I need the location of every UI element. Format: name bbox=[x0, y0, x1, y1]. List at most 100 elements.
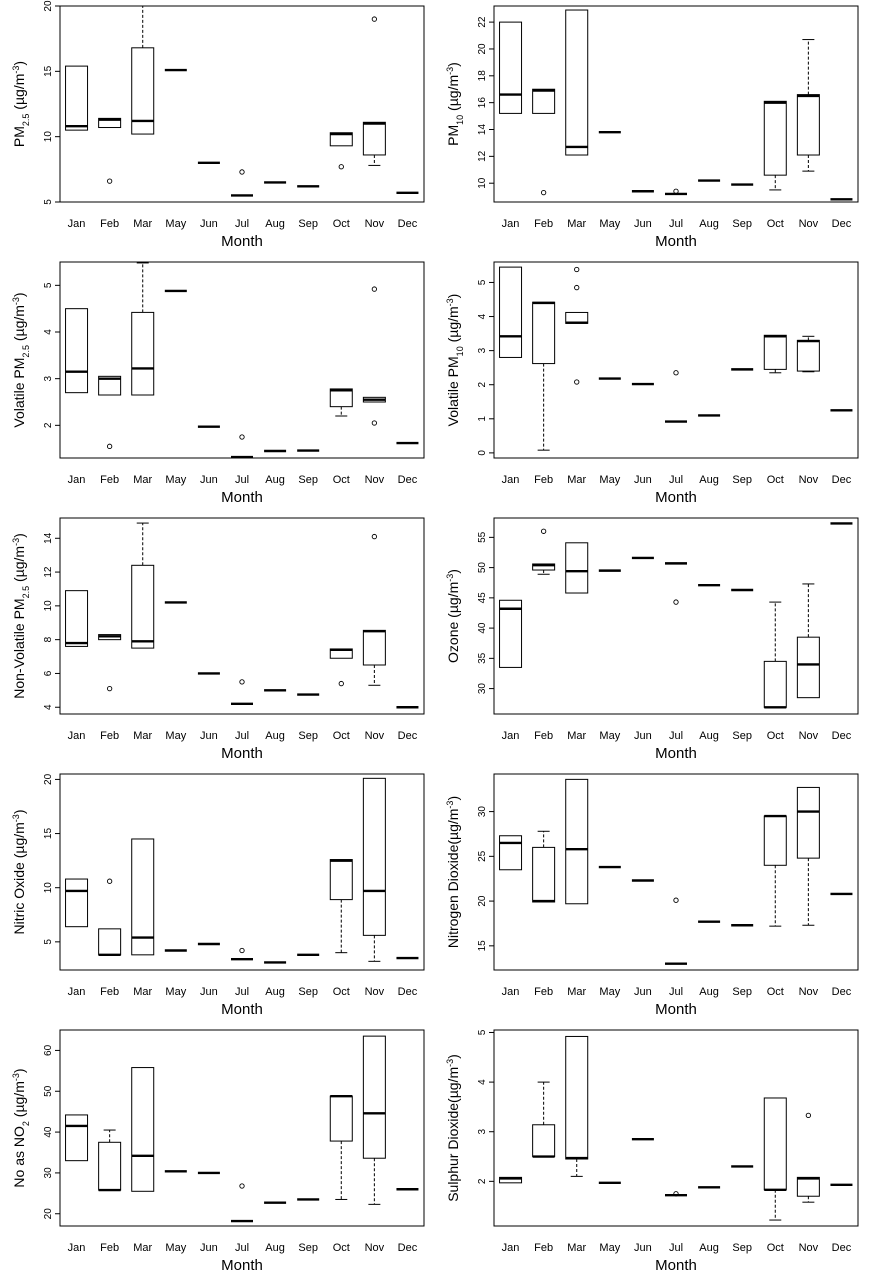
box-jan bbox=[499, 266, 523, 358]
outlier-point bbox=[371, 286, 378, 292]
iqr-box bbox=[65, 65, 89, 131]
x-axis-title: Month bbox=[655, 1001, 697, 1018]
box-nov bbox=[362, 1035, 386, 1205]
outlier-point bbox=[239, 434, 245, 440]
chart-svg: 5 10 15 20 Jan Feb Mar May Jun Jul Aug Sep Oct Nov Dec… bbox=[11, 0, 425, 250]
y-tick-label: 8 bbox=[43, 636, 54, 642]
outlier-point bbox=[540, 528, 547, 534]
box-jan bbox=[499, 599, 523, 668]
iqr-box bbox=[65, 308, 89, 394]
iqr-box bbox=[131, 1067, 155, 1192]
outlier-point bbox=[239, 679, 245, 685]
x-tick-label: Nov bbox=[799, 474, 819, 486]
y-tick-label: 18 bbox=[477, 70, 488, 82]
plot-frame bbox=[493, 773, 859, 971]
x-tick-label: Jan bbox=[502, 986, 520, 998]
x-tick-label: Mar bbox=[133, 218, 152, 230]
box-mar bbox=[131, 838, 155, 956]
chart-svg: 10 12 14 16 18 20 22 Jan Feb Mar May Jun Jul Aug Sep Oc… bbox=[445, 5, 859, 250]
y-tick-label: 20 bbox=[477, 43, 488, 55]
iqr-box bbox=[532, 1124, 556, 1158]
iqr-box bbox=[362, 121, 386, 156]
x-tick-label: Feb bbox=[534, 218, 553, 230]
x-tick-label: Jan bbox=[502, 218, 520, 230]
x-tick-label: Jun bbox=[200, 474, 218, 486]
chart-svg: 0 1 2 3 4 5 Jan Feb Mar May Jun Jul Aug Sep Oct Nov Dec M… bbox=[445, 261, 859, 506]
y-tick-label: 10 bbox=[477, 177, 488, 189]
x-tick-label: Aug bbox=[699, 1242, 719, 1254]
x-tick-label: Jun bbox=[634, 1242, 652, 1254]
x-tick-label: Jan bbox=[502, 474, 520, 486]
box-jan bbox=[65, 1114, 89, 1162]
y-axis-title: No as NO2 (µg/m-3) bbox=[11, 1068, 31, 1187]
box-jul bbox=[231, 434, 253, 459]
chart-panel-sulphur-dioxide: 2 3 4 5 Jan Feb Mar May Jun Jul Aug Sep Oct Nov Dec Mon… bbox=[434, 1024, 868, 1280]
y-tick-label: 15 bbox=[477, 940, 488, 952]
x-tick-label: Aug bbox=[699, 218, 719, 230]
box-feb bbox=[532, 528, 556, 575]
x-tick-label: May bbox=[599, 218, 620, 230]
x-tick-label: Feb bbox=[534, 1242, 553, 1254]
x-tick-label: Dec bbox=[398, 1242, 418, 1254]
x-tick-label: Nov bbox=[365, 474, 385, 486]
x-tick-label: Mar bbox=[133, 474, 152, 486]
x-tick-label: Mar bbox=[567, 986, 586, 998]
y-tick-label: 4 bbox=[477, 1079, 488, 1085]
x-tick-label: Jul bbox=[669, 1242, 683, 1254]
outlier-point bbox=[371, 420, 378, 426]
x-tick-label: May bbox=[165, 474, 186, 486]
iqr-box bbox=[131, 47, 155, 135]
y-tick-label: 10 bbox=[43, 600, 54, 612]
y-tick-label: 60 bbox=[43, 1044, 54, 1056]
y-tick-label: 2 bbox=[477, 1178, 488, 1184]
box-nov bbox=[362, 286, 386, 426]
y-axis-title: Volatile PM10 (µg/m-3) bbox=[445, 294, 465, 427]
y-tick-label: 40 bbox=[43, 1126, 54, 1138]
x-tick-label: Feb bbox=[534, 730, 553, 742]
iqr-box bbox=[65, 1114, 89, 1162]
x-tick-label: Aug bbox=[265, 1242, 285, 1254]
box-oct bbox=[329, 132, 353, 170]
box-jul bbox=[665, 562, 687, 605]
x-tick-label: Feb bbox=[100, 730, 119, 742]
iqr-box bbox=[532, 301, 556, 365]
chart-panel-volatile-pm10: 0 1 2 3 4 5 Jan Feb Mar May Jun Jul Aug Sep Oct Nov Dec M… bbox=[434, 256, 868, 512]
iqr-box bbox=[796, 786, 820, 859]
x-tick-label: Oct bbox=[333, 218, 350, 230]
box-feb bbox=[98, 878, 122, 957]
x-tick-label: Nov bbox=[365, 1242, 385, 1254]
iqr-box bbox=[796, 94, 820, 156]
box-nov bbox=[796, 1112, 820, 1203]
x-tick-label: Oct bbox=[767, 218, 784, 230]
box-feb bbox=[532, 830, 556, 903]
chart-panel-pm10: 10 12 14 16 18 20 22 Jan Feb Mar May Jun Jul Aug Sep Oc… bbox=[434, 0, 868, 256]
x-tick-label: Mar bbox=[567, 474, 586, 486]
iqr-box bbox=[362, 1035, 386, 1159]
x-tick-label: Mar bbox=[567, 218, 586, 230]
y-tick-label: 5 bbox=[43, 199, 54, 205]
x-tick-label: May bbox=[599, 986, 620, 998]
x-tick-label: Sep bbox=[298, 986, 318, 998]
iqr-box bbox=[532, 88, 556, 114]
x-tick-label: Oct bbox=[767, 474, 784, 486]
x-tick-label: Dec bbox=[832, 474, 852, 486]
iqr-box bbox=[565, 778, 589, 905]
box-jul bbox=[231, 169, 253, 197]
x-tick-label: Jul bbox=[235, 474, 249, 486]
x-tick-label: Jul bbox=[669, 474, 683, 486]
y-tick-label: 55 bbox=[477, 531, 488, 543]
x-tick-label: Jun bbox=[200, 218, 218, 230]
y-tick-label: 22 bbox=[477, 16, 488, 28]
x-tick-label: Jul bbox=[669, 986, 683, 998]
chart-svg: 15 20 25 30 Jan Feb Mar May Jun Jul Aug Sep Oct Nov De… bbox=[445, 773, 859, 1018]
x-tick-label: Oct bbox=[767, 730, 784, 742]
x-tick-label: Jul bbox=[669, 730, 683, 742]
box-oct bbox=[329, 648, 353, 687]
chart-panel-nonvolatile-pm25: 4 6 8 10 12 14 Jan Feb Mar May Jun Jul Aug Sep Oct Nov D… bbox=[0, 512, 434, 768]
x-tick-label: Dec bbox=[398, 474, 418, 486]
y-tick-label: 4 bbox=[43, 704, 54, 710]
x-tick-label: Feb bbox=[534, 474, 553, 486]
y-tick-label: 12 bbox=[43, 566, 54, 578]
box-jan bbox=[65, 65, 89, 131]
x-tick-label: Nov bbox=[799, 730, 819, 742]
